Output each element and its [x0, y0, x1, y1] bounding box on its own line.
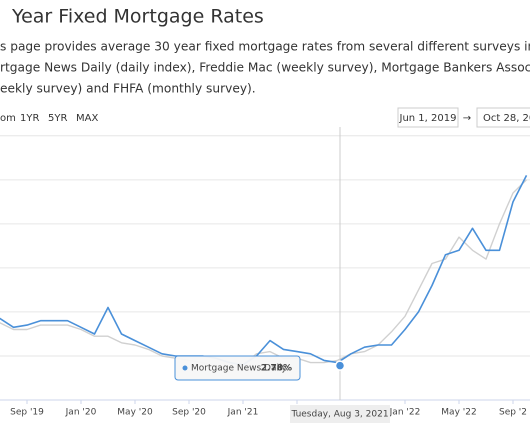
x-tick-label: Jan '21: [227, 408, 259, 418]
x-tick-label: Sep '2: [499, 408, 527, 418]
date-input[interactable]: [476, 107, 530, 128]
range-button[interactable]: 1YR: [20, 113, 39, 124]
description-line: eekly survey) and FHFA (monthly survey).: [0, 82, 256, 96]
series-line: [0, 175, 528, 366]
date-to: Oct 28, 202: [483, 113, 530, 124]
series-line: [0, 179, 527, 370]
x-tick-label: Sep '19: [10, 408, 44, 418]
description-line: rtgage News Daily (daily index), Freddie…: [0, 61, 530, 75]
date-from: Jun 1, 2019: [399, 113, 457, 124]
date-tooltip: Tuesday, Aug 3, 2021: [290, 410, 388, 420]
description-line: s page provides average 30 year fixed mo…: [0, 40, 530, 54]
x-tick-label: May '20: [117, 408, 153, 418]
tooltip-box: [174, 355, 301, 381]
range-button[interactable]: 5YR: [48, 113, 67, 124]
tooltip-dot: [182, 365, 188, 371]
tooltip-series: Mortgage News Daily:: [191, 364, 289, 374]
x-tick-label: Jan '20: [65, 408, 97, 418]
range-button[interactable]: MAX: [76, 113, 98, 124]
hover-point: [334, 360, 346, 371]
x-tick-label: Sep '20: [172, 408, 206, 418]
x-tick-label: Jan '22: [389, 408, 421, 418]
tooltip-value: 2.78%: [261, 364, 292, 374]
range-button[interactable]: om: [0, 113, 16, 124]
date-arrow: →: [463, 113, 471, 124]
date-input[interactable]: [397, 107, 459, 128]
x-tick-label: May '22: [441, 408, 476, 418]
page-title: Year Fixed Mortgage Rates: [11, 6, 264, 28]
date-tooltip-box: [290, 405, 390, 423]
